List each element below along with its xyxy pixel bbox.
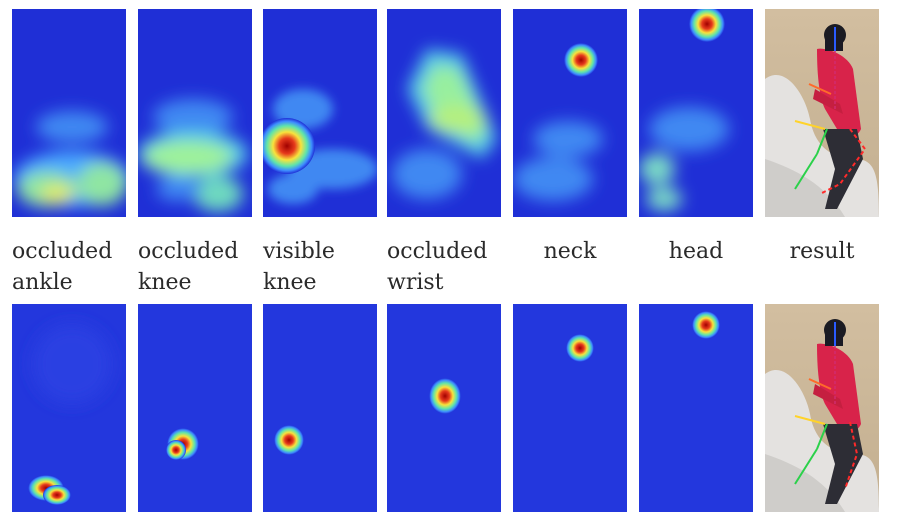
label-line-1: neck xyxy=(543,239,597,264)
label-line-1: occluded xyxy=(12,239,113,264)
label-occluded-wrist: occluded wrist xyxy=(387,236,517,298)
heatmap-neck-unrefined xyxy=(513,9,627,217)
label-occluded-ankle: occluded ankle xyxy=(12,236,142,298)
label-line-2: wrist xyxy=(387,270,444,295)
label-line-2: knee xyxy=(263,270,317,295)
pose-result-image-top xyxy=(765,9,879,217)
heatmap-occluded-ankle-refined xyxy=(12,304,126,512)
label-head: head xyxy=(631,236,761,267)
heatmap-occluded-wrist-unrefined xyxy=(387,9,501,217)
heatmap-head-refined xyxy=(639,304,753,512)
label-line-1: occluded xyxy=(387,239,488,264)
label-result: result xyxy=(757,236,887,267)
label-occluded-knee: occluded knee xyxy=(138,236,268,298)
label-line-2: ankle xyxy=(12,270,73,295)
label-line-1: occluded xyxy=(138,239,239,264)
heatmap-occluded-ankle-unrefined xyxy=(12,9,126,217)
heatmap-visible-knee-unrefined xyxy=(263,9,377,217)
pose-result-image-bottom xyxy=(765,304,879,512)
heatmap-occluded-wrist-refined xyxy=(387,304,501,512)
label-line-2: knee xyxy=(138,270,192,295)
heatmap-occluded-knee-unrefined xyxy=(138,9,252,217)
label-line-1: result xyxy=(789,239,855,264)
label-line-1: head xyxy=(668,239,724,264)
heatmap-head-unrefined xyxy=(639,9,753,217)
heatmap-visible-knee-refined xyxy=(263,304,377,512)
label-visible-knee: visible knee xyxy=(263,236,393,298)
label-line-1: visible xyxy=(263,239,335,264)
heatmap-neck-refined xyxy=(513,304,627,512)
heatmap-occluded-knee-refined xyxy=(138,304,252,512)
label-neck: neck xyxy=(505,236,635,267)
